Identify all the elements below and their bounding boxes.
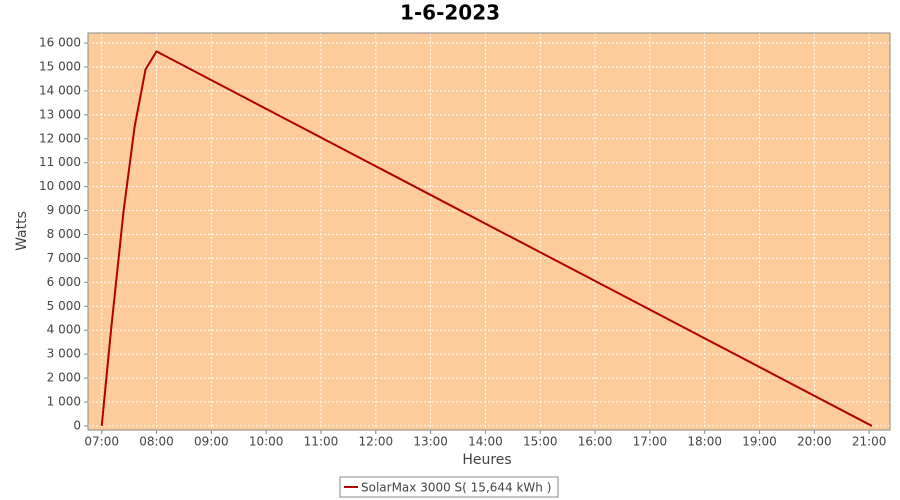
x-tick-label: 11:00	[304, 435, 339, 449]
x-tick-label: 19:00	[742, 435, 777, 449]
plot-border	[87, 32, 891, 431]
x-tick-label: 13:00	[413, 435, 448, 449]
x-tick-label: 21:00	[852, 435, 887, 449]
x-tick-label: 14:00	[468, 435, 503, 449]
x-tick-label: 17:00	[633, 435, 668, 449]
y-axis-label: Watts	[14, 211, 30, 251]
y-tick-label: 14 000	[39, 83, 81, 97]
y-tick-label: 6 000	[47, 275, 81, 289]
y-tick-label: 0	[73, 418, 81, 432]
x-tick-label: 18:00	[687, 435, 722, 449]
x-tick-label: 20:00	[797, 435, 832, 449]
y-tick-label: 1 000	[47, 395, 81, 409]
x-tick-label: 15:00	[523, 435, 558, 449]
y-tick-label: 9 000	[47, 203, 81, 217]
y-tick-label: 5 000	[47, 299, 81, 313]
y-tick-label: 16 000	[39, 36, 81, 50]
legend-box	[339, 476, 559, 498]
y-tick-label: 7 000	[47, 251, 81, 265]
series-line	[100, 50, 873, 427]
x-tick-label: 12:00	[359, 435, 394, 449]
y-tick-label: 13 000	[39, 107, 81, 121]
chart-title: 1-6-2023	[400, 1, 500, 25]
x-tick-label: 07:00	[84, 435, 119, 449]
y-tick-label: 4 000	[47, 323, 81, 337]
x-tick-label: 16:00	[578, 435, 613, 449]
y-tick-label: 2 000	[47, 371, 81, 385]
y-tick-label: 10 000	[39, 179, 81, 193]
x-axis-label: Heures	[462, 452, 511, 468]
x-tick-label: 08:00	[139, 435, 174, 449]
x-tick-label: 09:00	[194, 435, 229, 449]
plot-area	[88, 33, 890, 430]
legend-label: SolarMax 3000 S( 15,644 kWh )	[361, 481, 551, 495]
y-tick-label: 8 000	[47, 227, 81, 241]
y-tick-label: 11 000	[39, 155, 81, 169]
x-tick-label: 10:00	[249, 435, 284, 449]
y-tick-label: 3 000	[47, 347, 81, 361]
y-tick-label: 15 000	[39, 59, 81, 73]
y-tick-label: 12 000	[39, 131, 81, 145]
